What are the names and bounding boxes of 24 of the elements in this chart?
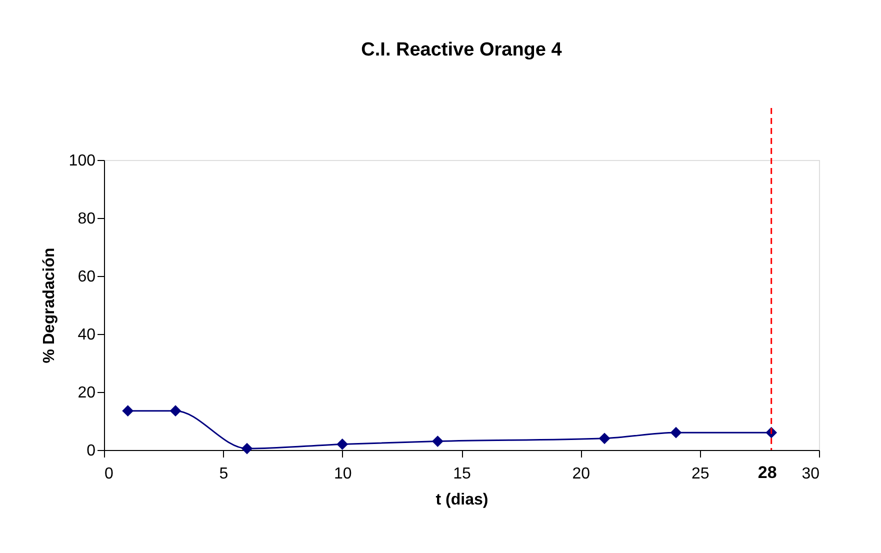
x-axis-title: t (dias) [436, 492, 488, 508]
y-tick-label: 20 [78, 384, 96, 402]
chart-title: C.I. Reactive Orange 4 [361, 39, 562, 60]
point [336, 438, 348, 450]
x-tick-label: 0 [104, 466, 114, 482]
point [122, 405, 134, 417]
x-tick-label: 25 [691, 466, 710, 482]
y-tick-label: 40 [78, 326, 96, 344]
x-tick-label: 20 [572, 466, 590, 482]
ref-line-label: 28 [758, 463, 777, 482]
point [598, 432, 610, 444]
point [241, 442, 253, 454]
x-tick-label: 15 [453, 466, 471, 482]
point [670, 426, 682, 438]
y-tick-label: 100 [68, 152, 96, 170]
point [170, 405, 182, 417]
point [432, 436, 444, 447]
y-axis-title: % Degradación [40, 248, 58, 364]
y-tick-label: 60 [78, 268, 96, 286]
x-tick-label: 30 [802, 466, 820, 482]
x-tick-label: 10 [334, 466, 352, 482]
y-tick-label: 80 [78, 210, 96, 228]
y-tick-label: 0 [86, 442, 96, 460]
x-tick-label: 5 [219, 466, 228, 482]
